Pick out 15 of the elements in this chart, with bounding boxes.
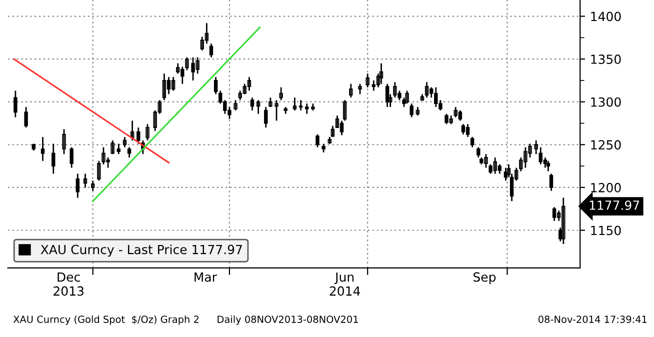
text: XAU Curncy (Gold Spot $/Oz) Graph 2 — [13, 315, 198, 325]
y-tick-label: 1400 — [591, 12, 621, 22]
text: 08-Nov-2014 17:39:41 — [538, 316, 647, 323]
x-tick-label: Sep — [474, 272, 496, 284]
x-tick-label: Dec 2013 — [54, 272, 84, 296]
y-tick-label: 1350 — [591, 54, 621, 64]
text: Daily 08NOV2013-08NOV201 — [218, 315, 358, 325]
y-tick-label: 1200 — [591, 182, 621, 192]
y-tick-label: 1150 — [591, 226, 621, 236]
y-tick-label: 1250 — [591, 140, 621, 150]
x-tick-label: Mar — [194, 272, 217, 282]
y-tick-label: 1300 — [591, 97, 621, 107]
x-tick-label: Jun 2014 — [330, 272, 360, 296]
legend-label: XAU Curncy - Last Price 1177.97 — [40, 244, 242, 257]
text: 1177.97 — [590, 200, 640, 210]
